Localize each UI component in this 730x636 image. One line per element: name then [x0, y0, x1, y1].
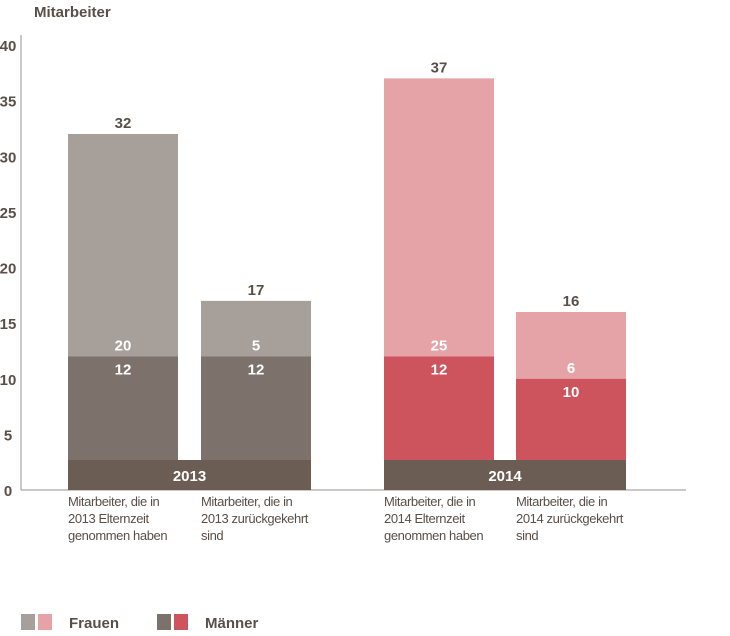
y-tick-label: 40 [0, 38, 16, 55]
legend-swatch [157, 614, 171, 630]
year-label: 2013 [173, 468, 206, 485]
bar-total-label: 32 [115, 115, 132, 132]
bar-frauen-label: 20 [115, 338, 132, 355]
category-label-line: Mitarbeiter, die in [384, 494, 476, 509]
y-axis-label: Mitarbeiter [34, 4, 111, 21]
bar-maenner-label: 12 [431, 362, 448, 379]
category-label-line: Mitarbeiter, die in [68, 494, 160, 509]
bar-segment-frauen [516, 312, 626, 379]
legend-label: Männer [205, 615, 259, 632]
y-tick-label: 25 [0, 205, 16, 222]
category-label: Mitarbeiter, die in 2014 Elternzeit genomm… [384, 494, 483, 543]
category-label: Mitarbeiter, die in 2013 Elternzeit genomm… [68, 494, 167, 543]
category-label-line: Mitarbeiter, die in [516, 494, 608, 509]
category-label-line: 2014 Elternzeit [384, 511, 466, 526]
y-tick-label: 0 [4, 483, 12, 500]
bar-segment-frauen [201, 300, 311, 357]
y-tick-label: 20 [0, 261, 16, 278]
category-label-line: genommen haben [384, 528, 483, 543]
category-label-line: genommen haben [68, 528, 167, 543]
y-tick-label: 35 [0, 94, 16, 111]
y-tick-label: 5 [4, 427, 12, 444]
category-label-line: sind [201, 528, 223, 543]
bar-total-label: 16 [563, 293, 580, 310]
year-label: 2014 [488, 468, 522, 485]
bar-segment-frauen [384, 78, 494, 357]
bar-frauen-label: 5 [252, 338, 260, 355]
y-tick-label: 30 [0, 149, 16, 166]
category-label-line: Mitarbeiter, die in [201, 494, 293, 509]
bar-segment-frauen [68, 134, 178, 357]
y-tick-label: 15 [0, 316, 16, 333]
year-band [384, 460, 626, 490]
legend-label: Frauen [69, 615, 119, 632]
year-band [68, 460, 311, 490]
legend-swatch [38, 614, 52, 630]
y-tick-label: 10 [0, 372, 16, 389]
category-label: Mitarbeiter, die in 2013 zurückgekehrt sin… [201, 494, 309, 543]
bar-maenner-label: 10 [563, 384, 580, 401]
bar-frauen-label: 6 [567, 360, 575, 377]
bar-frauen-label: 25 [431, 338, 448, 355]
bar-total-label: 17 [248, 282, 265, 299]
bar-maenner-label: 12 [115, 362, 132, 379]
category-label: Mitarbeiter, die in 2014 zurückgekehrt sin… [516, 494, 624, 543]
category-label-line: 2014 zurückgekehrt [516, 511, 624, 526]
legend-swatch [21, 614, 35, 630]
bar-total-label: 37 [431, 59, 448, 76]
legend-swatch [174, 614, 188, 630]
category-label-line: 2013 Elternzeit [68, 511, 150, 526]
category-label-line: 2013 zurückgekehrt [201, 511, 309, 526]
bar-maenner-label: 12 [248, 362, 265, 379]
category-label-line: sind [516, 528, 538, 543]
